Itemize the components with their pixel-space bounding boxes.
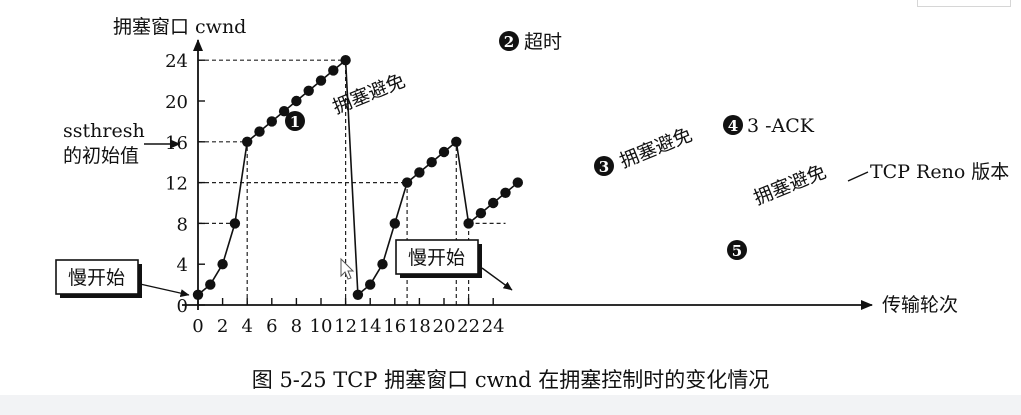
timeout-label: 超时: [524, 31, 562, 53]
slow-start-arrow-1: [139, 283, 190, 298]
reno-label: TCP Reno 版本: [870, 161, 1009, 183]
x-tick-label: 10: [310, 316, 333, 337]
congestion-avoidance-label-2: 拥塞避免: [617, 124, 696, 173]
data-point: [315, 75, 327, 86]
slow-start-box-2-shadow: [478, 244, 482, 278]
congestion-avoidance-label-1: 拥塞避免: [330, 70, 409, 119]
x-tick-label: 18: [408, 316, 431, 337]
x-tick-label: 16: [383, 316, 406, 337]
marker-2-text: 2: [504, 33, 514, 51]
congestion-avoidance-label-3: 拥塞避免: [751, 161, 830, 210]
three-ack-label: 3 -ACK: [747, 115, 815, 137]
data-point: [426, 157, 437, 168]
x-axis-label: 传输轮次: [882, 294, 958, 316]
x-tick-label: 0: [192, 316, 203, 337]
x-ticks: 0 2 4 6 8 10 12 14 16 18 20 22 24: [192, 298, 505, 337]
data-point: [278, 106, 290, 117]
x-tick-label: 2: [217, 316, 228, 337]
data-point: [488, 197, 499, 209]
y-tick-label: 20: [165, 92, 188, 113]
slow-start-box-1-shadow: [138, 264, 142, 298]
marker-1-text: 1: [290, 113, 300, 131]
x-tick-label: 6: [266, 316, 277, 337]
x-tick-label: 4: [241, 316, 252, 337]
y-tick-label: 24: [165, 51, 188, 72]
data-point: [401, 177, 413, 188]
ssthresh-label-2: 的初始值: [63, 145, 139, 167]
figure-caption: 图 5-25 TCP 拥塞窗口 cwnd 在拥塞控制时的变化情况: [251, 368, 770, 392]
data-point: [365, 279, 376, 290]
y-tick-label: 4: [177, 255, 188, 276]
data-point: [254, 126, 265, 137]
slow-start-arrow-2: [481, 267, 513, 291]
x-tick-label: 14: [359, 316, 382, 337]
data-point: [377, 259, 388, 270]
data-point: [475, 208, 487, 219]
data-point: [229, 218, 241, 229]
data-point: [463, 218, 474, 229]
mouse-cursor-icon: [340, 257, 355, 280]
data-point: [303, 85, 314, 97]
data-point: [352, 289, 364, 300]
x-tick-label: 22: [457, 316, 480, 337]
slow-start-label-1: 慢开始: [68, 267, 125, 289]
y-tick-label: 0: [177, 296, 188, 317]
data-point: [328, 65, 339, 76]
data-point: [438, 146, 450, 158]
marker-5: 5: [727, 240, 747, 260]
x-tick-label: 20: [433, 316, 456, 337]
slow-start-box-1-shadow-b: [60, 294, 142, 298]
marker-3: 3: [594, 156, 614, 176]
data-point: [192, 289, 204, 300]
x-tick-label: 8: [291, 316, 302, 337]
y-tick-label: 8: [177, 214, 188, 235]
data-point: [205, 279, 216, 290]
data-point: [414, 167, 425, 178]
data-point: [451, 136, 462, 147]
y-tick-label: 12: [165, 174, 188, 195]
slow-start-box-1: [55, 259, 139, 295]
slow-start-box-2: [395, 239, 479, 275]
marker-4-text: 4: [728, 117, 738, 135]
reno-leader-line: [847, 171, 869, 182]
data-point: [291, 95, 302, 107]
data-point: [242, 136, 253, 147]
marker-1: 1: [285, 111, 305, 131]
marker-2: 2: [499, 31, 519, 51]
reference-lines: [198, 59, 506, 305]
data-point: [217, 259, 228, 270]
corner-tab: [917, 0, 1011, 7]
bottom-strip: [0, 395, 1021, 415]
cwnd-data-points: [192, 55, 523, 300]
slow-start-box-2-shadow-b: [400, 274, 482, 278]
marker-4: 4: [723, 115, 743, 135]
data-point: [340, 55, 351, 66]
x-tick-label: 12: [334, 316, 357, 337]
data-point: [389, 218, 400, 229]
marker-3-text: 3: [599, 158, 609, 176]
x-tick-label: 24: [482, 316, 505, 337]
data-point: [500, 187, 511, 198]
marker-5-text: 5: [732, 242, 742, 260]
y-axis-label: 拥塞窗口 cwnd: [113, 16, 246, 38]
data-point: [266, 116, 277, 127]
ssthresh-label: ssthresh: [63, 120, 145, 142]
slow-start-label-2: 慢开始: [408, 247, 465, 269]
data-point: [512, 177, 523, 188]
